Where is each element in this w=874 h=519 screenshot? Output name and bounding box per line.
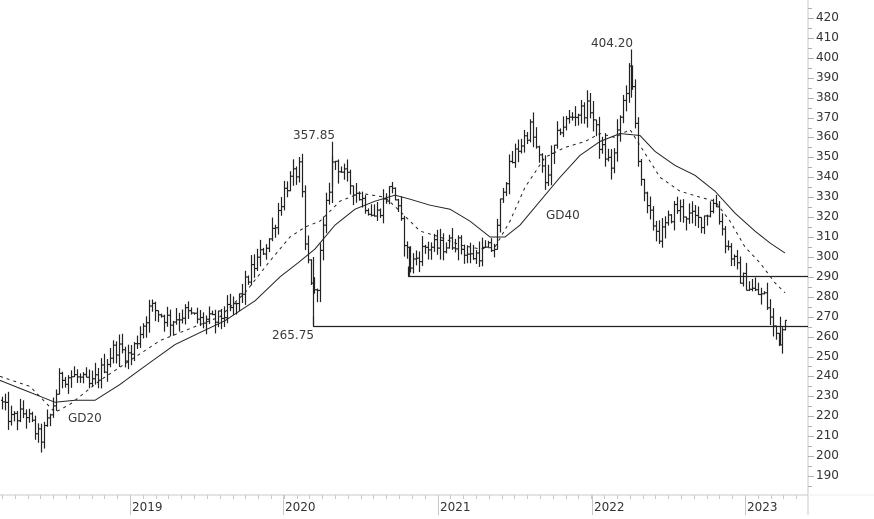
y-tick-label: 300: [816, 248, 839, 263]
moving-averages: [0, 128, 786, 413]
y-tick-label: 420: [816, 10, 839, 24]
label-gd40: GD40: [546, 208, 580, 222]
y-tick-label: 330: [816, 189, 839, 204]
y-tick-label: 240: [816, 368, 839, 383]
y-tick-label: 220: [816, 408, 839, 423]
support-lines: [312, 266, 808, 328]
y-tick-label: 370: [816, 109, 839, 124]
y-tick-label: 230: [816, 388, 839, 403]
x-tick-label: 2023: [747, 500, 778, 514]
y-tick-label: 310: [816, 229, 839, 244]
y-tick-label: 250: [816, 348, 839, 363]
gd20-line: [0, 128, 786, 413]
y-tick-label: 410: [816, 29, 839, 44]
y-tick-label: 400: [816, 49, 839, 64]
price-bars: [1, 49, 787, 453]
annotation-low-2020: 265.75: [272, 328, 314, 342]
label-gd20: GD20: [68, 411, 102, 425]
annotation-high-2020: 357.85: [293, 128, 335, 142]
y-tick-label: 280: [816, 288, 839, 303]
y-tick-label: 190: [816, 467, 839, 482]
y-tick-label: 380: [816, 89, 839, 104]
x-tick-label: 2020: [285, 500, 316, 514]
gd40-line: [0, 132, 786, 403]
y-tick-label: 270: [816, 308, 839, 323]
y-tick-label: 350: [816, 149, 839, 164]
y-tick-label: 390: [816, 69, 839, 84]
y-tick-label: 290: [816, 268, 839, 283]
x-tick-label: 2021: [440, 500, 471, 514]
x-tick-label: 2022: [594, 500, 625, 514]
y-tick-label: 340: [816, 169, 839, 184]
annotation-high-2022: 404.20: [591, 36, 633, 50]
y-tick-label: 360: [816, 129, 839, 144]
y-tick-label: 320: [816, 209, 839, 224]
y-tick-label: 260: [816, 328, 839, 343]
y-tick-label: 200: [816, 448, 839, 463]
x-tick-label: 2019: [132, 500, 163, 514]
y-tick-label: 210: [816, 428, 839, 443]
